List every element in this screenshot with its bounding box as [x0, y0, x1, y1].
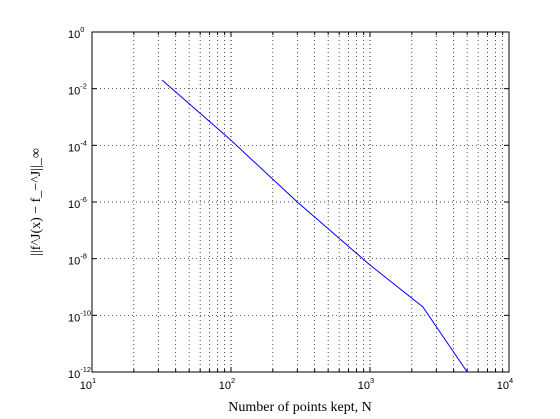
y-tick-label: 10-10: [68, 308, 91, 324]
x-tick-label: 101: [80, 376, 96, 392]
series-line: [161, 79, 468, 373]
y-tick-label: 10-8: [68, 252, 87, 268]
axis-ticks: 101 102 103 104 100 10-2 10-4 10-6 10-8 10-10 10-1…: [68, 25, 513, 392]
y-tick-label: 10-2: [68, 82, 87, 98]
x-tick-label: 102: [219, 376, 235, 392]
y-axis-label: ||f^J(x) − f_−^J||_∞: [29, 148, 44, 256]
data-series: [161, 79, 468, 373]
grid-lines: [92, 32, 509, 372]
y-tick-label: 10-12: [68, 365, 91, 381]
y-tick-label: 10-4: [68, 138, 87, 154]
y-tick-label: 100: [68, 25, 84, 41]
x-axis-label: Number of points kept, N: [228, 400, 371, 415]
x-tick-label: 103: [358, 376, 374, 392]
y-tick-label: 10-6: [68, 195, 87, 211]
x-tick-label: 104: [497, 376, 513, 392]
